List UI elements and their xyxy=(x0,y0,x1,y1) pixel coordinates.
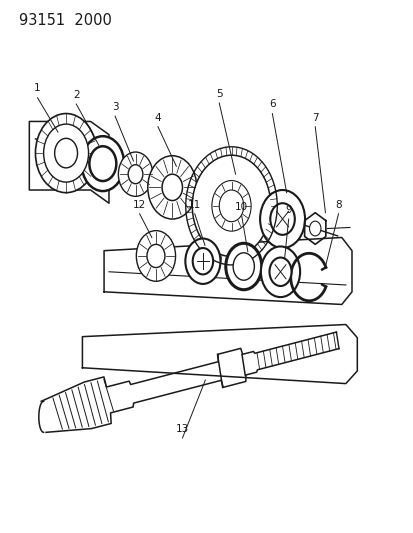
Circle shape xyxy=(260,246,299,297)
Circle shape xyxy=(192,248,213,274)
Circle shape xyxy=(233,253,254,280)
Circle shape xyxy=(309,221,320,236)
Text: 13: 13 xyxy=(176,424,189,434)
Text: 1: 1 xyxy=(34,84,41,93)
Circle shape xyxy=(185,239,220,284)
Circle shape xyxy=(269,257,291,286)
Circle shape xyxy=(161,174,182,200)
Circle shape xyxy=(128,165,142,184)
Text: 11: 11 xyxy=(188,199,201,209)
Circle shape xyxy=(89,146,116,181)
Text: 93151  2000: 93151 2000 xyxy=(19,13,112,28)
Text: 4: 4 xyxy=(154,112,161,123)
Text: 3: 3 xyxy=(112,102,118,112)
Text: 9: 9 xyxy=(285,205,291,215)
Circle shape xyxy=(219,190,243,222)
Circle shape xyxy=(270,203,294,235)
Text: 7: 7 xyxy=(311,112,318,123)
Circle shape xyxy=(225,243,261,290)
Circle shape xyxy=(192,155,270,256)
Circle shape xyxy=(136,231,175,281)
Circle shape xyxy=(118,152,152,196)
Circle shape xyxy=(211,181,251,231)
Text: 12: 12 xyxy=(133,199,146,209)
Circle shape xyxy=(259,190,304,248)
Text: 8: 8 xyxy=(335,199,341,209)
Text: 6: 6 xyxy=(268,99,275,109)
Text: 5: 5 xyxy=(216,89,222,99)
Circle shape xyxy=(147,156,196,219)
Text: 2: 2 xyxy=(73,90,79,100)
Circle shape xyxy=(36,114,97,192)
Text: 10: 10 xyxy=(235,201,248,212)
Circle shape xyxy=(55,139,77,168)
Circle shape xyxy=(81,136,124,191)
Circle shape xyxy=(43,124,88,182)
Circle shape xyxy=(147,244,164,268)
